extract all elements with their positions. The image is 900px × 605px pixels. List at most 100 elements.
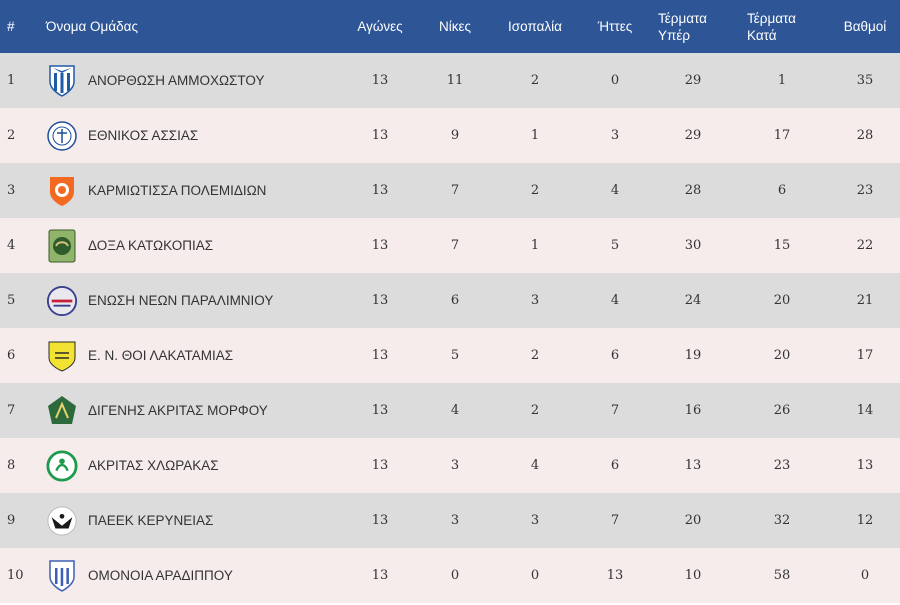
rank-cell: 8 xyxy=(7,458,16,473)
rank-cell: 7 xyxy=(7,403,16,418)
games-cell: 13 xyxy=(371,568,389,583)
table-row: 10 ΟΜΟΝΟΙΑ ΑΡΑΔΙΠΠΟΥ 13 0 0 13 10 58 0 xyxy=(0,548,900,603)
goals-for-cell: 24 xyxy=(684,293,702,308)
table-row: 5 ΕΝΩΣΗ ΝΕΩΝ ΠΑΡΑΛΙΜΝΙΟΥ 13 6 3 4 24 20 … xyxy=(0,273,900,328)
losses-cell: 7 xyxy=(610,403,620,418)
team-cell[interactable]: ΑΚΡΙΤΑΣ ΧΛΩΡΑΚΑΣ xyxy=(46,438,346,493)
team-name[interactable]: ΕΘΝΙΚΟΣ ΑΣΣΙΑΣ xyxy=(88,128,199,143)
rank-cell: 4 xyxy=(7,238,16,253)
goals-against-cell: 17 xyxy=(773,128,791,143)
points-cell: 12 xyxy=(856,513,874,528)
goals-against-cell: 26 xyxy=(773,403,791,418)
team-cell[interactable]: ΕΝΩΣΗ ΝΕΩΝ ΠΑΡΑΛΙΜΝΙΟΥ xyxy=(46,273,346,328)
table-row: 4 ΔΟΞΑ ΚΑΤΩΚΟΠΙΑΣ 13 7 1 5 30 15 22 xyxy=(0,218,900,273)
header-goals-against-line1: Τέρματα xyxy=(747,10,796,26)
goals-for-cell: 29 xyxy=(684,73,702,88)
goals-for-cell: 20 xyxy=(684,513,702,528)
team-name[interactable]: ΠΑΕΕΚ ΚΕΡΥΝΕΙΑΣ xyxy=(88,513,214,528)
losses-cell: 4 xyxy=(610,183,620,198)
goals-for-cell: 16 xyxy=(684,403,702,418)
points-cell: 22 xyxy=(856,238,874,253)
team-cell[interactable]: ΔΟΞΑ ΚΑΤΩΚΟΠΙΑΣ xyxy=(46,218,346,273)
goals-against-cell: 1 xyxy=(777,73,787,88)
draws-cell: 4 xyxy=(530,458,540,473)
doxa-crest-icon xyxy=(46,228,78,264)
games-cell: 13 xyxy=(371,348,389,363)
header-goals-for-line1: Τέρματα xyxy=(658,10,707,26)
goals-for-cell: 13 xyxy=(684,458,702,473)
team-cell[interactable]: ΠΑΕΕΚ ΚΕΡΥΝΕΙΑΣ xyxy=(46,493,346,548)
goals-for-cell: 30 xyxy=(684,238,702,253)
rank-cell: 1 xyxy=(7,73,16,88)
draws-cell: 2 xyxy=(530,73,540,88)
points-cell: 23 xyxy=(856,183,874,198)
team-cell[interactable]: ΚΑΡΜΙΩΤΙΣΣΑ ΠΟΛΕΜΙΔΙΩΝ xyxy=(46,163,346,218)
team-name[interactable]: ΔΟΞΑ ΚΑΤΩΚΟΠΙΑΣ xyxy=(88,238,214,253)
goals-against-cell: 23 xyxy=(773,458,791,473)
team-name[interactable]: ΑΝΟΡΘΩΣΗ ΑΜΜΟΧΩΣΤΟΥ xyxy=(88,73,265,88)
header-losses: Ήττες xyxy=(597,19,633,34)
omonoia-crest-icon xyxy=(46,558,78,594)
wins-cell: 7 xyxy=(450,238,460,253)
header-goals-for: Τέρματα Υπέρ xyxy=(658,0,738,53)
draws-cell: 2 xyxy=(530,348,540,363)
team-name[interactable]: ΔΙΓΕΝΗΣ ΑΚΡΙΤΑΣ ΜΟΡΦΟΥ xyxy=(88,403,268,418)
team-name[interactable]: ΟΜΟΝΟΙΑ ΑΡΑΔΙΠΠΟΥ xyxy=(88,568,233,583)
points-cell: 28 xyxy=(856,128,874,143)
table-row: 3 ΚΑΡΜΙΩΤΙΣΣΑ ΠΟΛΕΜΙΔΙΩΝ 13 7 2 4 28 6 2… xyxy=(0,163,900,218)
games-cell: 13 xyxy=(371,513,389,528)
team-cell[interactable]: ΑΝΟΡΘΩΣΗ ΑΜΜΟΧΩΣΤΟΥ xyxy=(46,53,346,108)
rank-cell: 9 xyxy=(7,513,16,528)
goals-against-cell: 32 xyxy=(773,513,791,528)
goals-for-cell: 29 xyxy=(684,128,702,143)
points-cell: 21 xyxy=(856,293,874,308)
wins-cell: 0 xyxy=(450,568,460,583)
goals-against-cell: 20 xyxy=(773,293,791,308)
wins-cell: 3 xyxy=(450,458,460,473)
losses-cell: 3 xyxy=(610,128,620,143)
goals-against-cell: 58 xyxy=(773,568,791,583)
draws-cell: 2 xyxy=(530,403,540,418)
header-rank: # xyxy=(7,19,15,34)
goals-against-cell: 20 xyxy=(773,348,791,363)
points-cell: 14 xyxy=(856,403,874,418)
games-cell: 13 xyxy=(371,293,389,308)
table-header: # Όνομα Ομάδας Αγώνες Νίκες Ισοπαλία Ήττ… xyxy=(0,0,900,53)
points-cell: 13 xyxy=(856,458,874,473)
rank-cell: 6 xyxy=(7,348,16,363)
team-name[interactable]: ΚΑΡΜΙΩΤΙΣΣΑ ΠΟΛΕΜΙΔΙΩΝ xyxy=(88,183,267,198)
table-row: 1 ΑΝΟΡΘΩΣΗ ΑΜΜΟΧΩΣΤΟΥ 13 11 2 0 29 1 35 xyxy=(0,53,900,108)
wins-cell: 5 xyxy=(450,348,460,363)
table-row: 6 Ε. Ν. ΘΟΙ ΛΑΚΑΤΑΜΙΑΣ 13 5 2 6 19 20 17 xyxy=(0,328,900,383)
points-cell: 0 xyxy=(860,568,870,583)
draws-cell: 1 xyxy=(530,128,540,143)
team-cell[interactable]: ΕΘΝΙΚΟΣ ΑΣΣΙΑΣ xyxy=(46,108,346,163)
team-cell[interactable]: ΔΙΓΕΝΗΣ ΑΚΡΙΤΑΣ ΜΟΡΦΟΥ xyxy=(46,383,346,438)
karmiotissa-crest-icon xyxy=(46,173,78,209)
team-name[interactable]: Ε. Ν. ΘΟΙ ΛΑΚΑΤΑΜΙΑΣ xyxy=(88,348,234,363)
goals-against-cell: 6 xyxy=(777,183,787,198)
thoi-crest-icon xyxy=(46,338,78,374)
akritas-crest-icon xyxy=(46,448,78,484)
games-cell: 13 xyxy=(371,238,389,253)
rank-cell: 3 xyxy=(7,183,16,198)
header-draws: Ισοπαλία xyxy=(508,19,562,34)
draws-cell: 2 xyxy=(530,183,540,198)
games-cell: 13 xyxy=(371,183,389,198)
team-cell[interactable]: ΟΜΟΝΟΙΑ ΑΡΑΔΙΠΠΟΥ xyxy=(46,548,346,603)
team-name[interactable]: ΕΝΩΣΗ ΝΕΩΝ ΠΑΡΑΛΙΜΝΙΟΥ xyxy=(88,293,274,308)
digenis-crest-icon xyxy=(46,393,78,429)
rank-cell: 10 xyxy=(7,568,24,583)
wins-cell: 9 xyxy=(450,128,460,143)
header-points: Βαθμοί xyxy=(843,19,887,34)
losses-cell: 0 xyxy=(610,73,620,88)
goals-for-cell: 28 xyxy=(684,183,702,198)
draws-cell: 1 xyxy=(530,238,540,253)
team-name[interactable]: ΑΚΡΙΤΑΣ ΧΛΩΡΑΚΑΣ xyxy=(88,458,219,473)
games-cell: 13 xyxy=(371,73,389,88)
points-cell: 35 xyxy=(856,73,874,88)
team-cell[interactable]: Ε. Ν. ΘΟΙ ΛΑΚΑΤΑΜΙΑΣ xyxy=(46,328,346,383)
header-team: Όνομα Ομάδας xyxy=(46,19,138,34)
ethnikos-crest-icon xyxy=(46,118,78,154)
